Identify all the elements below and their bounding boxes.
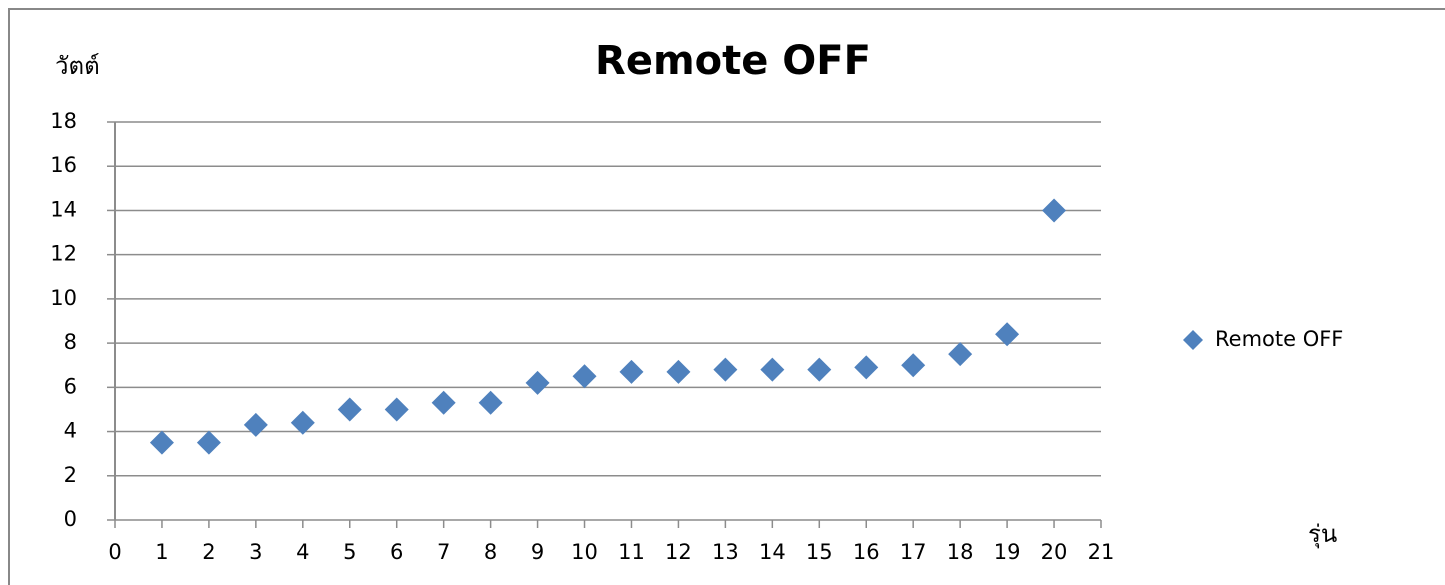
x-axis-label: รุ่น [1308,520,1337,549]
y-tick-label: 4 [64,419,77,443]
point [149,430,174,455]
y-tick-label: 8 [64,330,77,354]
x-tick-label: 6 [390,540,403,564]
point [995,322,1020,347]
x-tick-label: 2 [202,540,215,564]
point [243,412,268,437]
point [760,357,785,382]
point [196,430,221,455]
point [666,359,691,384]
y-tick-label: 14 [50,197,77,221]
x-tick-label: 3 [249,540,262,564]
chart-title: Remote OFF [595,38,871,84]
y-tick-label: 16 [50,153,77,177]
x-tick-label: 7 [437,540,450,564]
x-tick-label: 5 [343,540,356,564]
x-tick-label: 13 [712,540,739,564]
x-tick-label: 0 [108,540,121,564]
point [572,364,597,389]
y-tick-label: 10 [50,286,77,310]
point [290,410,315,435]
x-tick-label: 9 [531,540,544,564]
point [901,353,926,378]
point [854,355,879,380]
x-tick-label: 17 [900,540,927,564]
point [619,359,644,384]
point [337,397,362,422]
x-tick-label: 15 [806,540,833,564]
y-tick-label: 6 [64,374,77,398]
x-tick-label: 14 [759,540,786,564]
x-tick-label: 4 [296,540,309,564]
y-tick-label: 0 [64,507,77,531]
x-tick-label: 8 [484,540,497,564]
x-tick-label: 20 [1041,540,1068,564]
y-tick-label: 12 [50,242,77,266]
x-tick-label: 19 [994,540,1021,564]
legend-marker [1183,330,1203,350]
x-tick-label: 21 [1088,540,1115,564]
point [807,357,832,382]
x-tick-label: 18 [947,540,974,564]
point [525,370,550,395]
x-tick-label: 11 [618,540,645,564]
legend-label: Remote OFF [1215,327,1343,351]
y-tick-label: 2 [64,463,77,487]
point [713,357,738,382]
x-tick-label: 12 [665,540,692,564]
chart-border [8,8,1445,585]
point [478,390,503,415]
x-tick-label: 1 [155,540,168,564]
x-tick-label: 10 [571,540,598,564]
point [384,397,409,422]
point [1042,198,1067,223]
point [431,390,456,415]
y-tick-label: 18 [50,109,77,133]
x-tick-label: 16 [853,540,880,564]
point [948,342,973,367]
y-axis-label: วัตต์ [55,52,100,80]
